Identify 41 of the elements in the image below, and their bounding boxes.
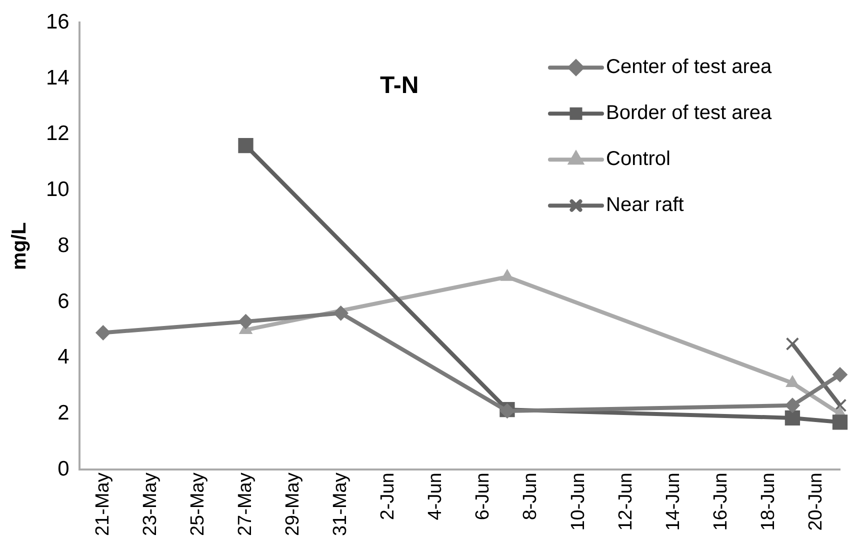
x-tick-label: 29-May xyxy=(282,472,304,536)
legend-label: Near raft xyxy=(606,194,684,216)
x-tick-label: 4-Jun xyxy=(425,472,446,520)
x-tick-label: 12-Jun xyxy=(615,472,636,531)
y-tick-label: 0 xyxy=(58,457,70,480)
text: T-N xyxy=(380,72,419,100)
point xyxy=(333,306,348,321)
y-tick-label: 6 xyxy=(58,290,70,313)
point xyxy=(832,414,848,430)
x-tick-label: 14-Jun xyxy=(662,472,684,531)
point xyxy=(786,337,800,351)
y-tick-label: 8 xyxy=(58,234,70,257)
y-tick-label: 16 xyxy=(46,10,70,34)
x-tick-label: 31-May xyxy=(330,472,352,536)
y-tick-label: 12 xyxy=(46,122,70,146)
x-tick-label: 21-May xyxy=(92,472,114,536)
x-tick-label: 23-May xyxy=(140,472,161,536)
x-tick-label: 8-Jun xyxy=(520,472,542,520)
y-tick-label: 4 xyxy=(58,346,70,369)
x-tick-label: 6-Jun xyxy=(472,472,494,520)
point xyxy=(784,410,800,426)
y-tick-label: 14 xyxy=(46,66,70,90)
y-tick-label: 10 xyxy=(46,178,70,202)
x-tick-label: 18-Jun xyxy=(758,472,779,531)
x-tick-label: 16-Jun xyxy=(710,472,732,531)
x-tick-label: 25-May xyxy=(187,472,208,536)
point xyxy=(96,325,111,340)
point xyxy=(784,398,800,413)
point xyxy=(832,367,848,382)
y-tick-label: 2 xyxy=(58,402,70,425)
legend-label: Control xyxy=(606,148,670,170)
legend-label: Border of test area xyxy=(606,102,773,124)
x-tick-label: 2-Jun xyxy=(378,472,399,520)
x-tick-label: 27-May xyxy=(234,472,256,536)
x-tick-label: 10-Jun xyxy=(568,472,589,531)
x-tick-label: 20-Jun xyxy=(805,472,826,531)
legend-label: Center of test area xyxy=(606,56,773,78)
y-axis-title: mg/L xyxy=(8,222,31,270)
point xyxy=(238,314,254,330)
point xyxy=(238,138,254,154)
point xyxy=(833,398,847,412)
